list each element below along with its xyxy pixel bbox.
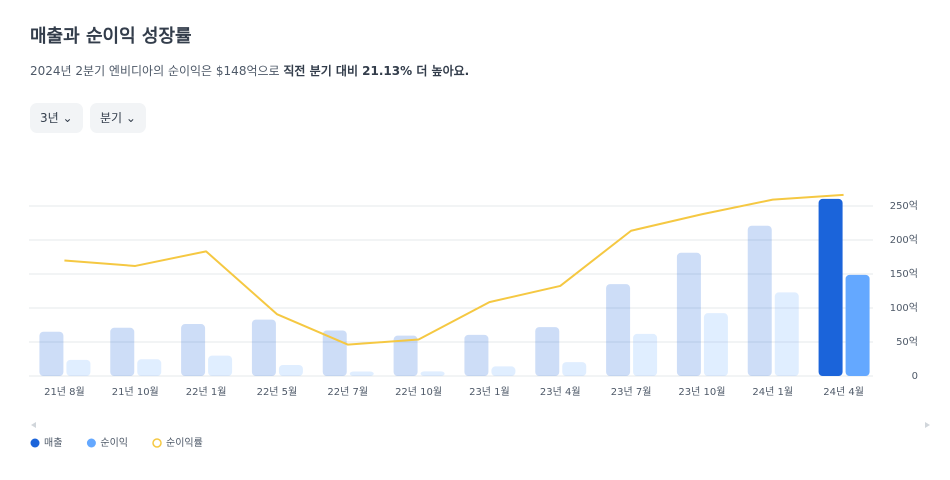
margin-line: [64, 193, 844, 346]
interval-filter[interactable]: 분기 ⌄: [90, 103, 146, 133]
x-tick-label: 23년 4월: [540, 386, 581, 398]
bar: [562, 362, 587, 376]
bar: [420, 371, 445, 376]
chevron: ⌄: [125, 111, 136, 125]
y-tick-label: 100억: [890, 302, 918, 314]
legend-marker: [86, 438, 96, 448]
x-tick-label: 22년 1월: [186, 386, 227, 398]
filter-label: 분기: [100, 111, 123, 125]
legend-marker: [30, 438, 40, 448]
title: 매출과 순이익 성장률: [30, 26, 192, 47]
bar: [322, 330, 347, 376]
bar: [703, 313, 728, 376]
y-tick-label: 150억: [890, 268, 918, 280]
bar: [278, 364, 303, 376]
subtitle-highlight: 직전 분기 대비 21.13% 더 높아요.: [283, 64, 470, 78]
bar: [393, 335, 418, 376]
bar: [845, 274, 870, 376]
x-tick-label: 23년 1월: [469, 386, 510, 398]
bar: [110, 327, 135, 376]
legend-label: 순이익률: [166, 437, 203, 449]
legend-marker: [152, 438, 162, 448]
period-filter[interactable]: 3년 ⌄: [30, 103, 83, 133]
bar: [181, 324, 206, 376]
x-tick-label: 23년 7월: [611, 386, 652, 398]
bar: [208, 355, 233, 376]
x-tick-label: 24년 4월: [823, 386, 864, 398]
scroll-left[interactable]: [31, 422, 36, 428]
bar: [606, 284, 631, 376]
bar: [818, 198, 843, 376]
x-tick-label: 22년 7월: [327, 386, 368, 398]
bar: [66, 359, 91, 376]
x-tick-label: 21년 10월: [112, 386, 159, 398]
chevron: ⌄: [62, 111, 73, 125]
subtitle: 2024년 2분기 엔비디아의 순이익은 $148억으로 직전 분기 대비 21…: [30, 62, 469, 79]
bar: [251, 319, 276, 376]
bar: [633, 333, 658, 376]
bar: [747, 225, 772, 376]
filter-label: 3년: [40, 111, 59, 125]
bar: [491, 366, 516, 376]
bar: [137, 359, 162, 376]
x-tick-label: 22년 10월: [395, 386, 442, 398]
scroll-right[interactable]: [925, 422, 930, 428]
legend-label: 매출: [44, 437, 62, 449]
bar: [464, 334, 489, 376]
bar: [774, 292, 799, 376]
y-tick-label: 50억: [896, 336, 918, 348]
subtitle-text: 2024년 2분기 엔비디아의 순이익은 $148억으로: [30, 64, 284, 78]
y-tick-label: 200억: [890, 234, 918, 246]
x-tick-label: 21년 8월: [44, 386, 85, 398]
legend-label: 순이익: [100, 437, 128, 449]
x-tick-label: 23년 10월: [678, 386, 725, 398]
bar: [39, 331, 64, 376]
x-tick-label: 24년 1월: [752, 386, 793, 398]
bar: [349, 371, 374, 376]
x-tick-label: 22년 5월: [257, 386, 298, 398]
bar: [535, 327, 560, 376]
y-tick-label: 0: [912, 371, 918, 382]
bar: [676, 252, 701, 376]
y-tick-label: 250억: [890, 200, 918, 212]
